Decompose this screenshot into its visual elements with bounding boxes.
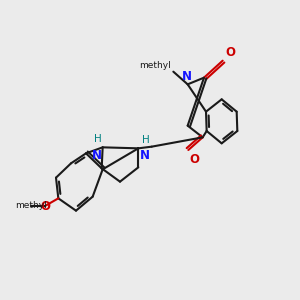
Text: N: N	[182, 70, 192, 83]
Text: N: N	[140, 149, 150, 162]
Text: methyl: methyl	[140, 61, 171, 70]
Text: N: N	[92, 149, 102, 162]
Text: O: O	[189, 153, 199, 166]
Text: methyl: methyl	[15, 202, 47, 211]
Text: O: O	[226, 46, 236, 59]
Text: H: H	[94, 134, 102, 144]
Text: H: H	[142, 135, 150, 145]
Text: O: O	[40, 200, 50, 212]
